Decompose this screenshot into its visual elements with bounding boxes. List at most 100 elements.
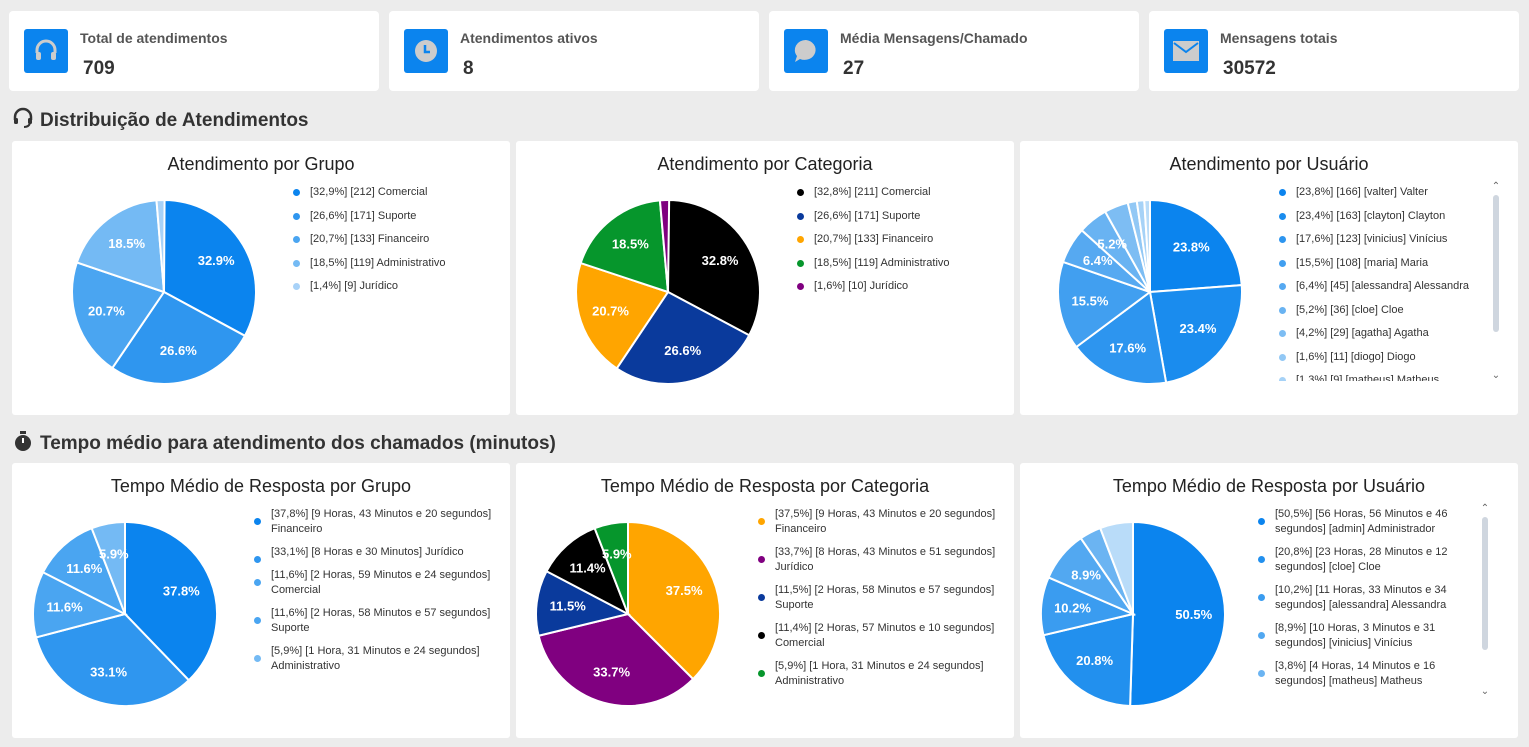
legend-item[interactable]: [1,3%] [9] [matheus] Matheus: [1276, 373, 1481, 381]
legend-label: [32,9%] [212] Comercial: [310, 186, 428, 198]
pie-chart: 37.8%33.1%11.6%11.6%5.9%: [32, 520, 218, 707]
legend-item[interactable]: [1,6%] [11] [diogo] Diogo: [1276, 350, 1481, 365]
pie-slice[interactable]: [667, 198, 761, 337]
legend-label: [26,6%] [171] Suporte: [814, 209, 921, 222]
pie-slice[interactable]: [32, 570, 128, 639]
pie-slice[interactable]: [1129, 520, 1226, 707]
legend-label: [1,6%] [10] Jurídico: [814, 280, 909, 292]
pie-slice[interactable]: [658, 199, 671, 293]
legend-item[interactable]: [5,9%] [1 Hora, 31 Minutos e 24 segundos…: [755, 659, 1010, 689]
legend-item[interactable]: [20,7%] [133] Financeiro: [290, 232, 490, 247]
slice-label: 33.7%: [593, 664, 630, 679]
pie-slice[interactable]: [34, 612, 191, 707]
pie-slice[interactable]: [75, 199, 166, 294]
legend-item[interactable]: [8,9%] [10 Horas, 3 Minutos e 31 segundo…: [1255, 621, 1470, 651]
slice-label: 5.2%: [1097, 236, 1127, 251]
legend-item[interactable]: [32,8%] [211] Comercial: [794, 185, 994, 200]
legend-item[interactable]: [5,2%] [36] [cloe] Cloe: [1276, 303, 1481, 318]
legend-item[interactable]: [32,9%] [212] Comercial: [290, 185, 490, 200]
scroll-down-icon[interactable]: ⌄: [1491, 370, 1501, 381]
slice-label: 20.8%: [1076, 653, 1113, 668]
legend-dot-icon: [797, 236, 804, 243]
legend-item[interactable]: [11,4%] [2 Horas, 57 Minutos e 10 segund…: [755, 621, 1010, 651]
pie-slice[interactable]: [575, 261, 670, 370]
pie-slice[interactable]: [110, 290, 247, 385]
legend-item[interactable]: [33,7%] [8 Horas, 43 Minutos e 51 segund…: [755, 545, 1010, 575]
pie-slice[interactable]: [90, 520, 126, 615]
legend-item[interactable]: [37,8%] [9 Horas, 43 Minutos e 20 segund…: [251, 507, 506, 537]
legend-dot-icon: [1279, 283, 1286, 290]
legend-item[interactable]: [20,8%] [23 Horas, 28 Minutos e 12 segun…: [1255, 545, 1470, 575]
legend-item[interactable]: [11,5%] [2 Horas, 58 Minutos e 57 segund…: [755, 583, 1010, 613]
legend-item[interactable]: [20,7%] [133] Financeiro: [794, 232, 994, 247]
legend-item[interactable]: [4,2%] [29] [agatha] Agatha: [1276, 326, 1481, 341]
pie-slice[interactable]: [1042, 612, 1135, 707]
scroll-up-icon[interactable]: ⌃: [1491, 181, 1501, 192]
pie-slice[interactable]: [615, 290, 751, 385]
legend-item[interactable]: [5,9%] [1 Hora, 31 Minutos e 24 segundos…: [251, 644, 506, 674]
legend-label: [3,8%] [4 Horas, 14 Minutos e 16 segundo…: [1275, 660, 1436, 687]
pie-slice[interactable]: [155, 199, 166, 293]
pie-slice[interactable]: [537, 612, 695, 707]
scroll-up-icon[interactable]: ⌃: [1480, 503, 1490, 514]
legend-dot-icon: [1279, 306, 1286, 314]
slice-label: 23.4%: [1180, 321, 1217, 336]
legend-item[interactable]: [11,6%] [2 Horas, 58 Minutos e 57 segund…: [251, 606, 506, 636]
legend-label: [5,2%] [36] [cloe] Cloe: [1296, 303, 1404, 316]
pie-chart: 23.8% 23.4% 17.6% 15.5% 6.4% 5.2%: [1057, 198, 1243, 385]
legend-dot-icon: [758, 556, 765, 563]
legend-item[interactable]: [6,4%] [45] [alessandra] Alessandra: [1276, 279, 1481, 294]
slice-label: 18.5%: [108, 236, 145, 251]
legend-item[interactable]: [1,4%] [9] Jurídico: [290, 279, 490, 294]
legend-scrollbar[interactable]: ⌃ ⌄: [1491, 181, 1501, 381]
pie-slice-other[interactable]: [1143, 198, 1151, 293]
legend-item[interactable]: [33,1%] [8 Horas e 30 Minutos] Jurídico: [251, 545, 506, 563]
legend-dot-icon: [758, 594, 765, 601]
scroll-down-icon[interactable]: ⌄: [1480, 686, 1490, 697]
legend-dot-icon: [1279, 189, 1286, 196]
legend-item[interactable]: [17,6%] [123] [vinicius] Vinícius: [1276, 232, 1481, 247]
pie-slice[interactable]: [163, 198, 257, 338]
pie-slice[interactable]: [41, 526, 127, 617]
pie-slice-other[interactable]: [1098, 520, 1134, 615]
legend-label: [10,2%] [11 Horas, 33 Minutos e 34 segun…: [1275, 584, 1447, 611]
legend-item[interactable]: [1,6%] [10] Jurídico: [794, 279, 994, 294]
scrollbar-thumb[interactable]: [1493, 195, 1499, 332]
legend-item[interactable]: [26,6%] [171] Suporte: [290, 209, 490, 224]
legend-item[interactable]: [23,4%] [163] [clayton] Clayton: [1276, 209, 1481, 224]
slice-label: 20.7%: [592, 304, 629, 319]
scrollbar-thumb[interactable]: [1482, 517, 1488, 650]
pie-chart: 37.5% 33.7% 11.5% 11.4%5.9%: [535, 520, 721, 707]
pie-slice[interactable]: [545, 526, 630, 617]
legend-label: [20,7%] [133] Financeiro: [310, 233, 430, 245]
legend-scrollbar[interactable]: ⌃ ⌄: [1480, 503, 1490, 697]
section-title-text: Distribuição de Atendimentos: [40, 110, 309, 131]
legend-label: [37,5%] [9 Horas, 43 Minutos e 20 segund…: [775, 508, 996, 535]
legend-label: [4,2%] [29] [agatha] Agatha: [1296, 327, 1429, 339]
pie-slice[interactable]: [71, 261, 166, 370]
legend-item[interactable]: [23,8%] [166] [valter] Valter: [1276, 185, 1481, 200]
pie-slice[interactable]: [1057, 260, 1153, 349]
legend-item[interactable]: [3,8%] [4 Horas, 14 Minutos e 16 segundo…: [1255, 659, 1470, 689]
legend-item[interactable]: [37,5%] [9 Horas, 43 Minutos e 20 segund…: [755, 507, 1010, 537]
card-mensagens-totais: Mensagens totais 30572: [1149, 11, 1519, 91]
slice-label: 50.5%: [1175, 607, 1212, 622]
legend-item[interactable]: [18,5%] [119] Administrativo: [794, 256, 994, 271]
headset-icon: [12, 107, 34, 135]
legend-dot-icon: [1279, 377, 1286, 381]
pie-slice[interactable]: [1074, 290, 1168, 385]
legend-item[interactable]: [15,5%] [108] [maria] Maria: [1276, 256, 1481, 271]
pie-slice[interactable]: [535, 569, 631, 637]
legend-item[interactable]: [10,2%] [11 Horas, 33 Minutos e 34 segun…: [1255, 583, 1470, 613]
legend-item[interactable]: [11,6%] [2 Horas, 59 Minutos e 24 segund…: [251, 568, 506, 598]
pie-slice[interactable]: [124, 520, 218, 682]
pie-slice[interactable]: [579, 199, 670, 294]
pie-slice[interactable]: [1149, 198, 1243, 294]
pie-slice[interactable]: [593, 520, 629, 615]
legend-item[interactable]: [18,5%] [119] Administrativo: [290, 256, 490, 271]
pie-slice[interactable]: [1148, 283, 1243, 384]
legend-item[interactable]: [50,5%] [56 Horas, 56 Minutos e 46 segun…: [1255, 507, 1470, 537]
legend-item[interactable]: [26,6%] [171] Suporte: [794, 209, 994, 224]
card-label: Atendimentos ativos: [460, 30, 598, 46]
pie-slice[interactable]: [627, 520, 721, 681]
